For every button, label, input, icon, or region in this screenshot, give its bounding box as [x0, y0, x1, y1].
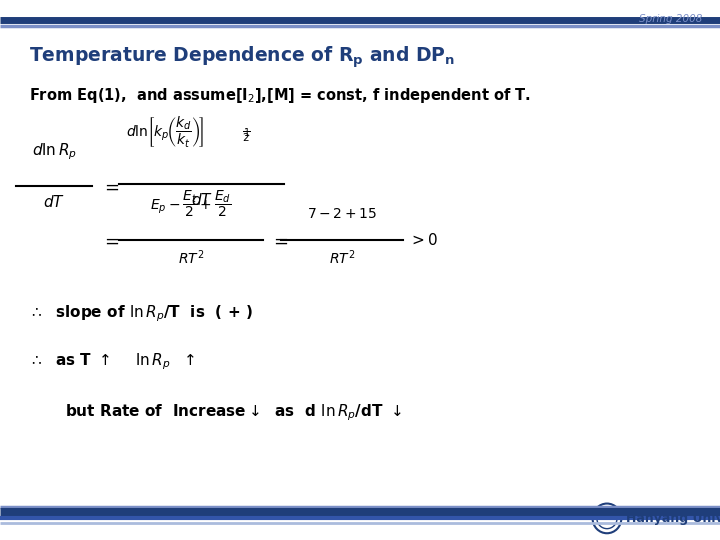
Text: $E_p - \dfrac{E_t}{2} + \dfrac{E_d}{2}$: $E_p - \dfrac{E_t}{2} + \dfrac{E_d}{2}$ — [150, 188, 232, 219]
Text: From Eq(1),  and assume[I$_2$],[M] = const, f independent of T.: From Eq(1), and assume[I$_2$],[M] = cons… — [29, 86, 531, 105]
Text: $=$: $=$ — [101, 231, 120, 249]
Text: $RT^2$: $RT^2$ — [329, 248, 355, 267]
Text: $7 - 2 + 15$: $7 - 2 + 15$ — [307, 207, 377, 221]
Text: $\therefore$  slope of $\ln R_p$/T  is  ( + ): $\therefore$ slope of $\ln R_p$/T is ( +… — [29, 303, 253, 323]
Text: $=$: $=$ — [270, 231, 289, 249]
Text: $> 0$: $> 0$ — [409, 232, 438, 248]
Text: $1$: $1$ — [243, 126, 250, 138]
Text: but Rate of  Increase$\downarrow$  as  d $\ln R_p$/dT $\downarrow$: but Rate of Increase$\downarrow$ as d $\… — [65, 403, 402, 423]
Text: $d\ln\!\left[k_p\!\left(\dfrac{k_d}{k_t}\right)^{\!\!}\right]$: $d\ln\!\left[k_p\!\left(\dfrac{k_d}{k_t}… — [126, 114, 204, 150]
Text: $dT$: $dT$ — [43, 194, 65, 211]
Text: Temperature Dependence of R$_\mathbf{p}$ and DP$_\mathbf{n}$: Temperature Dependence of R$_\mathbf{p}$… — [29, 44, 455, 70]
Text: $=$: $=$ — [101, 177, 120, 195]
Text: Spring 2008: Spring 2008 — [639, 14, 702, 24]
Text: Hanyang Univ: Hanyang Univ — [626, 512, 720, 525]
Text: $RT^2$: $RT^2$ — [178, 248, 204, 267]
Text: $dT$: $dT$ — [191, 192, 212, 208]
Text: $d\ln R_p$: $d\ln R_p$ — [32, 141, 76, 162]
Text: $\overline{2}$: $\overline{2}$ — [242, 130, 251, 144]
Text: $\therefore$  as T $\uparrow$    $\ln R_p$  $\uparrow$: $\therefore$ as T $\uparrow$ $\ln R_p$ $… — [29, 352, 195, 372]
